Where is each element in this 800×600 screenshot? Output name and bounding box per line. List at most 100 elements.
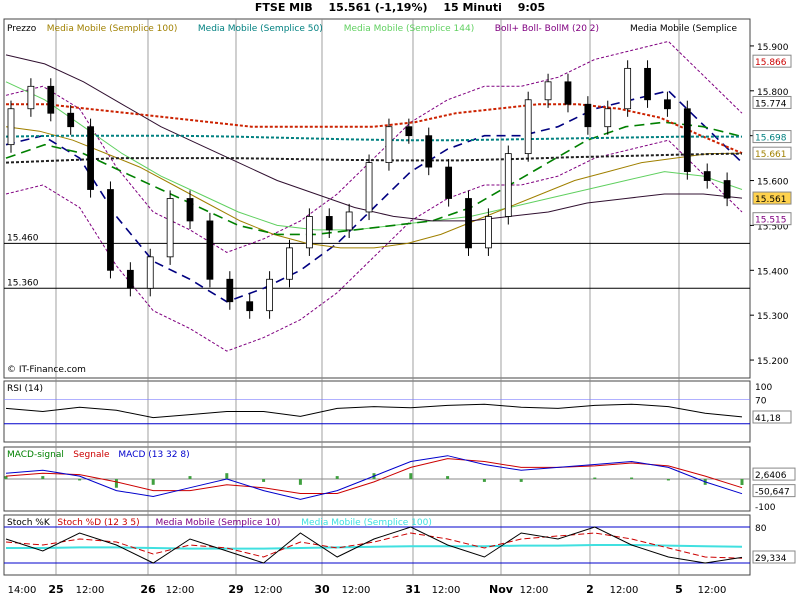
price-candle-1 bbox=[27, 85, 35, 110]
price-legend-1: Media Mobile (Semplice 100) bbox=[47, 24, 178, 34]
value-tag-1: 15.774 bbox=[755, 99, 787, 109]
price-tick-label-7: 15.900 bbox=[757, 43, 789, 53]
price-candle-34 bbox=[683, 108, 691, 172]
price-tick-label-6: 15.800 bbox=[757, 88, 789, 98]
stoch-tag: 29,334 bbox=[755, 554, 787, 564]
price-tick-label-1: 15.300 bbox=[757, 312, 789, 322]
price-candle-25 bbox=[504, 153, 512, 217]
price-legend-4: Boll+ Boll- BollM (20 2) bbox=[495, 24, 599, 34]
macd-legend-1: Segnale bbox=[73, 450, 110, 460]
price-candle-19 bbox=[385, 126, 393, 163]
x-tick-label-16: 12:00 bbox=[698, 585, 727, 596]
x-tick-label-4: 12:00 bbox=[166, 585, 195, 596]
price-candle-13 bbox=[266, 278, 273, 312]
price-legend-5: Media Mobile (Semplice bbox=[630, 24, 737, 34]
macd-tag-0: 2,6406 bbox=[755, 471, 787, 481]
price-candle-14 bbox=[286, 247, 293, 280]
value-tag-box-3 bbox=[752, 146, 792, 160]
stoch-k-line bbox=[5, 526, 743, 564]
stoch-legend-2: Media Mobile (Semplice 10) bbox=[156, 518, 281, 528]
quote-value: 15.561 (-1,19%) bbox=[328, 1, 428, 14]
value-tag-3: 15.661 bbox=[755, 150, 787, 160]
rsi-axis-100: 100 bbox=[755, 383, 772, 393]
price-candle-20 bbox=[405, 126, 413, 137]
price-candle-12 bbox=[246, 301, 254, 312]
price-candle-5 bbox=[107, 189, 114, 271]
x-tick-label-0: 14:00 bbox=[8, 585, 37, 596]
price-candle-8 bbox=[166, 198, 174, 258]
price-candle-27 bbox=[544, 81, 552, 101]
rsi-legend-0: RSI (14) bbox=[7, 384, 43, 394]
price-candle-15 bbox=[305, 216, 313, 249]
macd-tag-1: -50,647 bbox=[755, 488, 790, 498]
price-candle-23 bbox=[465, 198, 472, 249]
value-tag-5: 15.515 bbox=[755, 216, 787, 226]
x-tick-label-10: 12:00 bbox=[432, 585, 461, 596]
stoch-axis-80: 80 bbox=[755, 524, 767, 534]
stoch-legend-0: Stoch %K bbox=[7, 518, 51, 528]
price-candle-9 bbox=[186, 198, 194, 222]
price-candle-35 bbox=[703, 171, 711, 181]
price-panel bbox=[3, 18, 751, 379]
stoch-tag-box bbox=[752, 550, 796, 564]
rsi-tag-box bbox=[752, 410, 792, 424]
price-candle-21 bbox=[425, 135, 433, 168]
price-candle-11 bbox=[226, 278, 234, 303]
stoch-legend-1: Stoch %D (12 3 5) bbox=[57, 518, 139, 528]
price-candle-28 bbox=[564, 81, 572, 105]
price-candle-3 bbox=[67, 112, 75, 128]
price-candle-29 bbox=[584, 103, 592, 128]
price-candle-32 bbox=[644, 67, 651, 101]
price-candle-31 bbox=[624, 67, 632, 110]
price-candle-6 bbox=[126, 269, 134, 289]
value-tag-2: 15.698 bbox=[755, 134, 787, 144]
macd-tag-box-1 bbox=[752, 484, 796, 498]
value-tag-box-5 bbox=[752, 212, 792, 226]
price-legend-2: Media Mobile (Semplice 50) bbox=[198, 24, 323, 34]
macd-axis-neg100: -100 bbox=[755, 503, 776, 513]
price-candle-18 bbox=[365, 162, 373, 213]
interval-label: 15 Minuti bbox=[443, 1, 502, 14]
macd-tag-box-0 bbox=[752, 467, 796, 481]
price-candle-36 bbox=[723, 180, 731, 199]
price-tick-label-2: 15.400 bbox=[757, 267, 789, 277]
price-candle-2 bbox=[47, 85, 55, 114]
price-tick-label-4: 15.600 bbox=[757, 178, 789, 188]
price-candle-30 bbox=[604, 108, 612, 128]
x-tick-label-8: 12:00 bbox=[342, 585, 371, 596]
stoch-legend-3: Media Mobile (Semplice 100) bbox=[301, 518, 432, 528]
ma50-line bbox=[5, 121, 743, 236]
x-tick-label-9: 31 bbox=[405, 583, 420, 596]
x-tick-label-7: 30 bbox=[314, 583, 330, 596]
value-tag-box-2 bbox=[752, 130, 792, 144]
price-candle-24 bbox=[485, 216, 492, 249]
price-tick-label-3: 15.500 bbox=[757, 222, 789, 232]
macd-line bbox=[5, 455, 743, 500]
x-tick-label-12: 12:00 bbox=[520, 585, 549, 596]
macd-legend-0: MACD-signal bbox=[7, 450, 64, 460]
price-candle-7 bbox=[146, 256, 154, 289]
value-tag-4: 15.561 bbox=[755, 195, 787, 205]
price-candle-16 bbox=[325, 216, 333, 231]
red-dotted-line bbox=[6, 103, 743, 155]
price-candle-22 bbox=[445, 166, 453, 199]
value-tag-box-0 bbox=[752, 54, 792, 68]
price-legend-3: Media Mobile (Semplice 144) bbox=[344, 24, 475, 34]
value-tag-box-4 bbox=[752, 191, 792, 205]
rsi-tag: 41,18 bbox=[755, 414, 781, 424]
stoch-d-line bbox=[5, 532, 743, 559]
rsi-axis-70: 70 bbox=[755, 396, 767, 406]
price-legend-0: Prezzo bbox=[7, 24, 37, 34]
price-candle-10 bbox=[206, 220, 214, 280]
teal-dotted-line bbox=[5, 134, 742, 142]
x-tick-label-14: 12:00 bbox=[610, 585, 639, 596]
level-label-0: 15.460 bbox=[7, 233, 39, 243]
price-candle-4 bbox=[87, 126, 94, 190]
x-tick-label-2: 12:00 bbox=[76, 585, 105, 596]
rsi-line bbox=[5, 403, 743, 419]
price-tick-label-0: 15.200 bbox=[757, 357, 789, 367]
macd-signal-line bbox=[5, 458, 743, 494]
x-tick-label-5: 29 bbox=[228, 583, 243, 596]
time-label: 9:05 bbox=[517, 1, 546, 14]
